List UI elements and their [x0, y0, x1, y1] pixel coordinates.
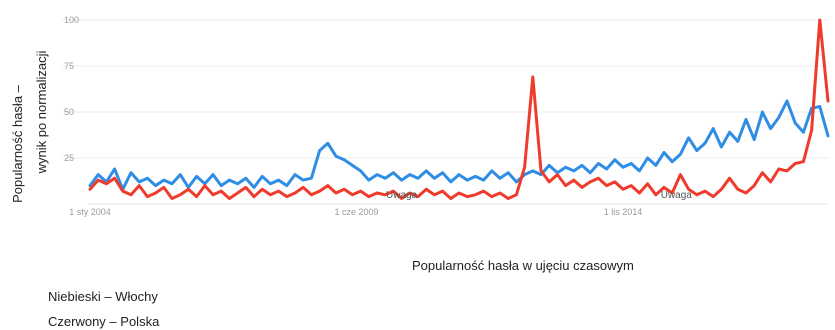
- annotation-label: Uwaga: [661, 190, 693, 201]
- annotations: Uwaga Uwaga: [386, 190, 692, 201]
- x-tick-label: 1 cze 2009: [334, 207, 378, 217]
- gridlines: [62, 19, 828, 205]
- legend-country: Włochy: [115, 289, 158, 304]
- y-tick-labels: 100 75 50 25: [64, 15, 79, 163]
- x-tick-label: 1 lis 2014: [604, 207, 643, 217]
- y-axis-label-line-1: Popularność hasła –: [10, 84, 25, 203]
- y-tick-label: 25: [64, 153, 74, 163]
- series-lines: [88, 18, 830, 200]
- legend-country: Polska: [120, 314, 160, 329]
- series-line-w-ochy: [88, 99, 830, 191]
- y-tick-label: 75: [64, 61, 74, 71]
- legend-color-label: Czerwony: [48, 314, 106, 329]
- legend-entry-blue: Niebieski – Włochy: [48, 289, 158, 304]
- y-tick-label: 100: [64, 15, 79, 25]
- legend-dash: –: [109, 314, 117, 329]
- annotation-label: Uwaga: [386, 190, 418, 201]
- x-tick-label: 1 sty 2004: [69, 207, 111, 217]
- y-tick-label: 50: [64, 107, 74, 117]
- x-tick-labels: 1 sty 2004 1 cze 2009 1 lis 2014: [69, 207, 642, 217]
- series-line-polska: [88, 18, 830, 200]
- legend-color-label: Niebieski: [48, 289, 101, 304]
- legend-entry-red: Czerwony – Polska: [48, 314, 159, 329]
- y-axis-label-line-2: wynik po normalizacji: [34, 50, 49, 174]
- legend-dash: –: [104, 289, 112, 304]
- x-axis-label: Popularność hasła w ujęciu czasowym: [412, 258, 634, 273]
